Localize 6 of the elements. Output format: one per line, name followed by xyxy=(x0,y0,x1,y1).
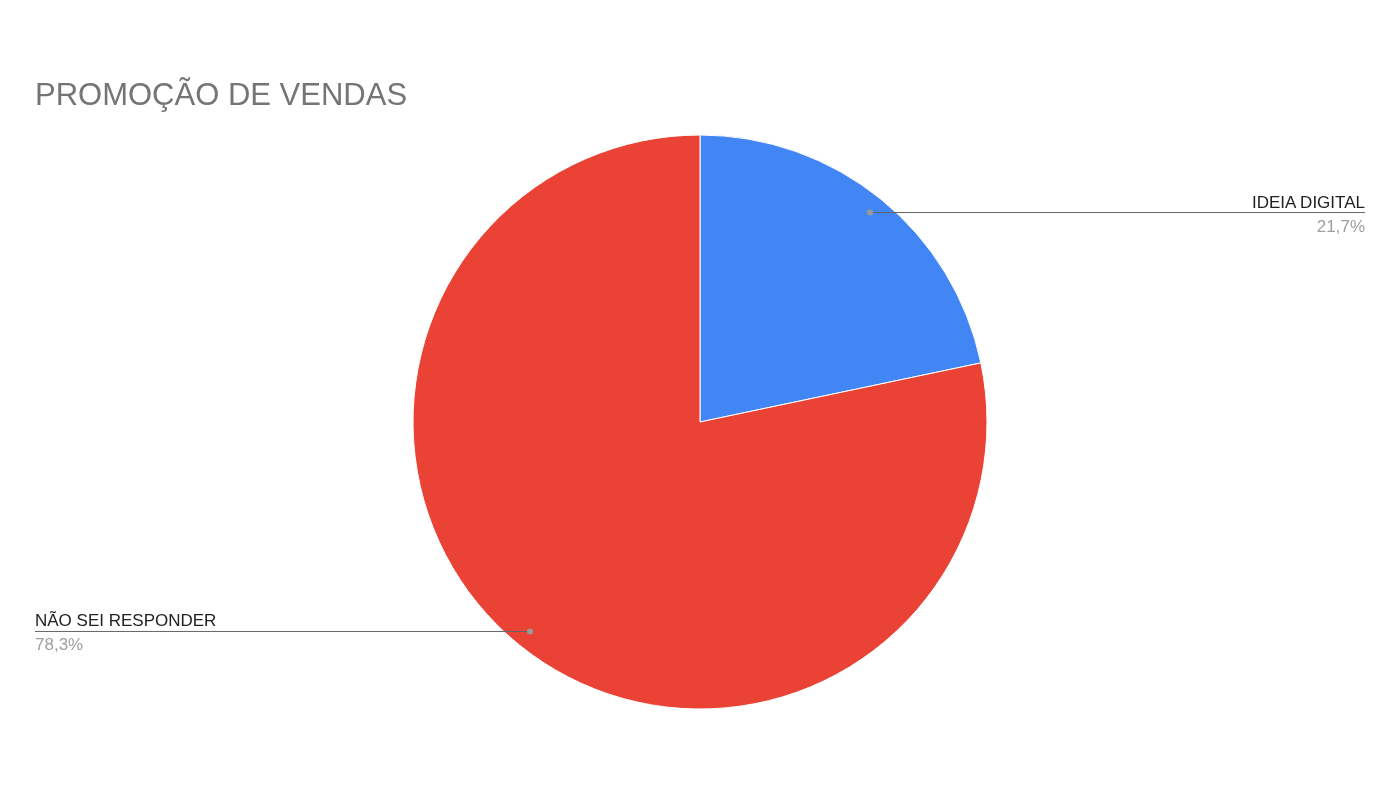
chart-title: PROMOÇÃO DE VENDAS xyxy=(35,77,408,112)
slice-label: IDEIA DIGITAL xyxy=(1251,192,1365,212)
pie-slice xyxy=(412,134,988,710)
data-label: 78,3% xyxy=(35,635,84,655)
data-label: 21,7% xyxy=(1316,216,1365,236)
slice-label: NÃO SEI RESPONDER xyxy=(35,611,217,631)
